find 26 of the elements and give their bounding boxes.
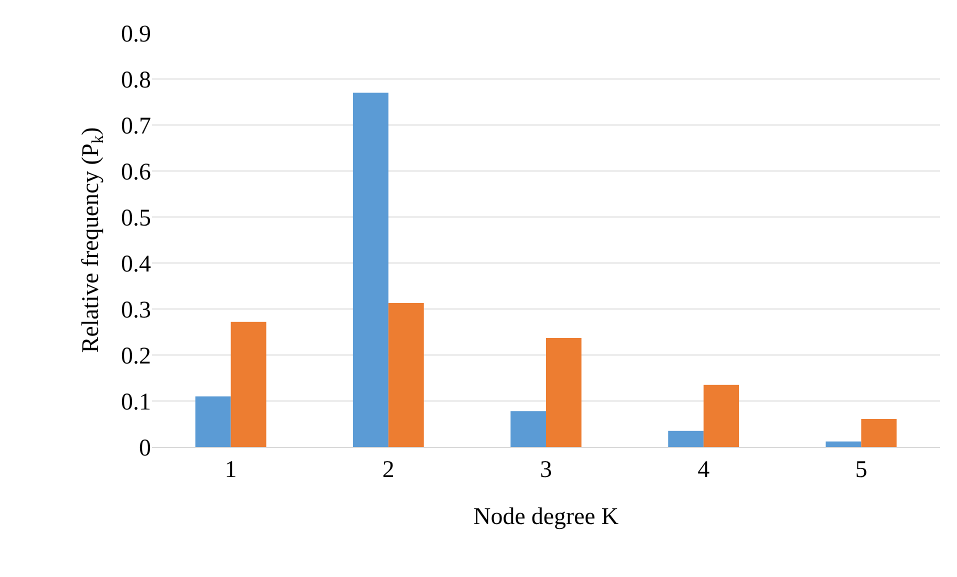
bar	[826, 441, 862, 447]
y-tick-label: 0.4	[121, 251, 151, 278]
y-tick-label: 0	[139, 435, 151, 462]
x-axis-title: Node degree K	[473, 504, 620, 530]
bar	[668, 430, 704, 447]
bar	[352, 92, 388, 447]
bar	[510, 411, 546, 447]
x-tick-label: 3	[540, 456, 552, 483]
x-tick-label: 1	[224, 456, 237, 483]
bar	[195, 396, 231, 447]
y-tick-label: 0.8	[121, 67, 151, 94]
x-tick-label: 4	[698, 456, 710, 483]
y-tick-label: 0.7	[121, 113, 151, 140]
y-tick-label: 0.1	[121, 389, 151, 416]
bar	[704, 384, 740, 447]
y-tick-label: 0.5	[121, 205, 151, 232]
y-tick-label: 0.6	[121, 159, 151, 186]
bar	[861, 418, 897, 447]
bar	[388, 303, 424, 447]
y-tick-label: 0.3	[121, 297, 151, 324]
x-tick-label: 5	[855, 456, 868, 483]
bar	[546, 338, 582, 447]
bar	[230, 322, 266, 447]
y-tick-label: 0.2	[121, 343, 151, 370]
x-tick-label: 2	[382, 456, 394, 483]
y-tick-label: 0.9	[121, 21, 151, 48]
